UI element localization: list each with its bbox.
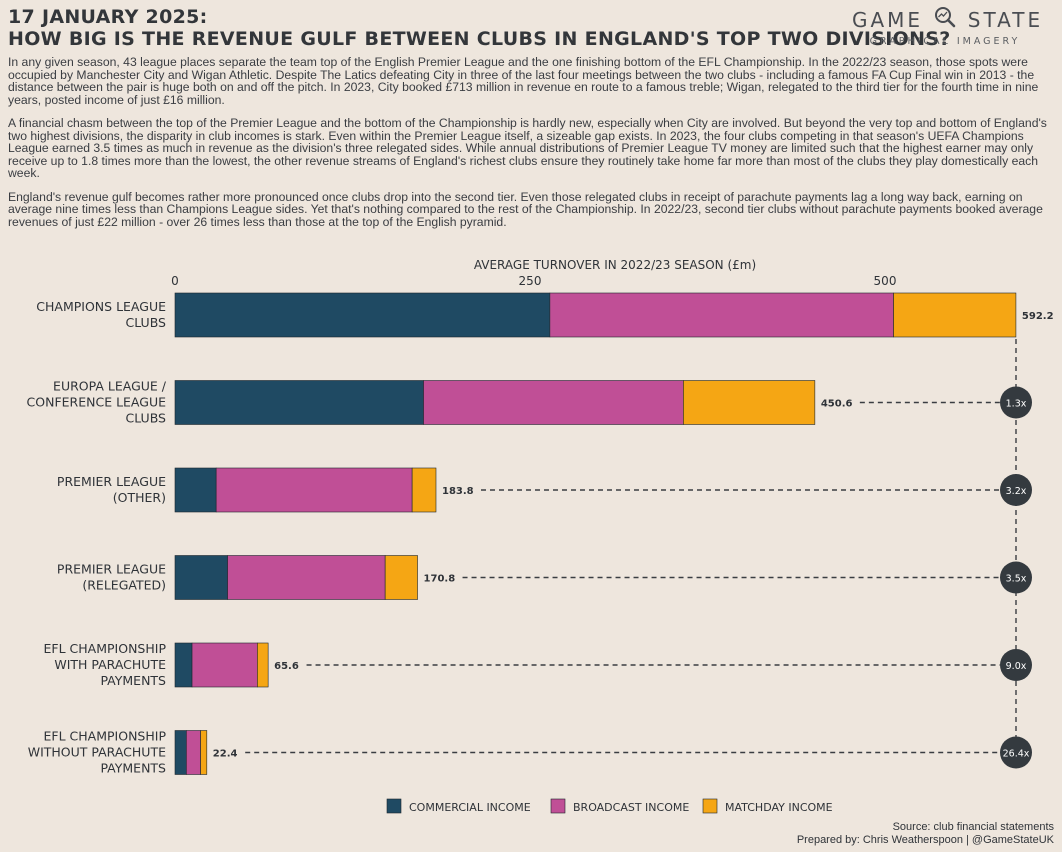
multiplier-label: 3.2x [1006,486,1027,497]
bar-segment [174,642,193,688]
credit-note: Prepared by: Chris Weatherspoon | @GameS… [796,834,1054,846]
bar-segment [411,467,437,513]
multiplier-bubble [1000,561,1032,594]
bar-segment [191,642,258,688]
total-label: 183.8 [442,486,474,497]
logo-tagline: GRAPHICAL IMAGERY [869,36,1021,47]
bar-segment [384,555,418,600]
legend-label: MATCHDAY INCOME [725,801,833,814]
bar-segment [215,467,413,513]
page-title: HOW BIG IS THE REVENUE GULF BETWEEN CLUB… [8,28,951,50]
logo-word-left: GAME [852,8,924,32]
multiplier-bubble [1000,386,1032,419]
logo-wordmark: GAME STATE [852,6,1040,33]
chart-title: AVERAGE TURNOVER IN 2022/23 SEASON (£m) [474,258,756,272]
bar-segment [186,730,201,775]
category-label: PAYMENTS [100,673,166,688]
multiplier-label: 3.5x [1006,574,1027,585]
category-label: CONFERENCE LEAGUE [27,395,167,410]
category-label: CHAMPIONS LEAGUE [36,299,166,314]
footer: Source: club financial statements Prepar… [797,821,1054,847]
category-label: WITH PARACHUTE [54,657,166,672]
legend-label: COMMERCIAL INCOME [409,801,531,814]
bar-segment [200,730,208,775]
intro-paragraph-2: A financial chasm between the top of the… [8,116,1047,180]
magnifier-icon [934,6,956,33]
category-label: PREMIER LEAGUE [57,562,166,577]
category-label: CLUBS [125,315,166,330]
legend-label: BROADCAST INCOME [573,801,689,814]
multiplier-bubble [1000,736,1032,769]
total-label: 170.8 [424,574,456,585]
bar-segment [174,292,551,338]
category-label: PREMIER LEAGUE [57,474,166,489]
category-label: (RELEGATED) [82,578,166,593]
bar-segment [227,555,386,600]
x-tick-label: 500 [874,274,897,288]
bar-segment [174,380,424,425]
revenue-bar-chart: AVERAGE TURNOVER IN 2022/23 SEASON (£m) 0… [27,258,1054,814]
legend-swatch [386,798,402,814]
bar-segment [174,730,187,775]
logo-word-right: STATE [967,8,1044,32]
category-label: PAYMENTS [100,761,166,776]
bar-segment [174,467,217,513]
header: 17 JANUARY 2025: HOW BIG IS THE REVENUE … [8,6,951,50]
legend-swatch [550,798,566,814]
multiplier-bubble [1000,649,1032,681]
source-note: Source: club financial statements [892,821,1054,833]
total-label: 450.6 [821,399,853,410]
bar-segment [257,642,269,688]
bar-segment [683,380,816,425]
bar-segment [174,555,228,600]
intro-text: In any given season, 43 league places se… [8,56,1048,239]
multiplier-label: 9.0x [1006,661,1027,672]
multiplier-bubble [1000,474,1032,506]
category-label: (OTHER) [113,490,166,505]
bar-segment [893,292,1017,338]
multiplier-label: 1.3x [1006,399,1027,410]
total-label: 22.4 [213,749,238,760]
x-tick-label: 250 [519,274,542,288]
multiplier-label: 26.4x [1003,749,1030,760]
bar-segment [549,292,894,338]
category-label: EUROPA LEAGUE / [53,379,167,394]
date-heading: 17 JANUARY 2025: [8,6,208,28]
intro-paragraph-1: In any given season, 43 league places se… [8,55,1039,107]
bar-segment [423,380,684,425]
x-tick-label: 0 [171,274,179,288]
category-label: CLUBS [125,411,166,426]
legend-swatch [702,798,718,814]
category-label: WITHOUT PARACHUTE [28,745,166,760]
total-label: 65.6 [274,661,299,672]
category-label: EFL CHAMPIONSHIP [44,641,167,656]
total-label: 592.2 [1022,311,1054,322]
intro-paragraph-3: England's revenue gulf becomes rather mo… [8,189,1043,229]
category-label: EFL CHAMPIONSHIP [44,729,167,744]
game-state-logo: GAME STATE GRAPHICAL IMAGERY [852,6,1040,47]
